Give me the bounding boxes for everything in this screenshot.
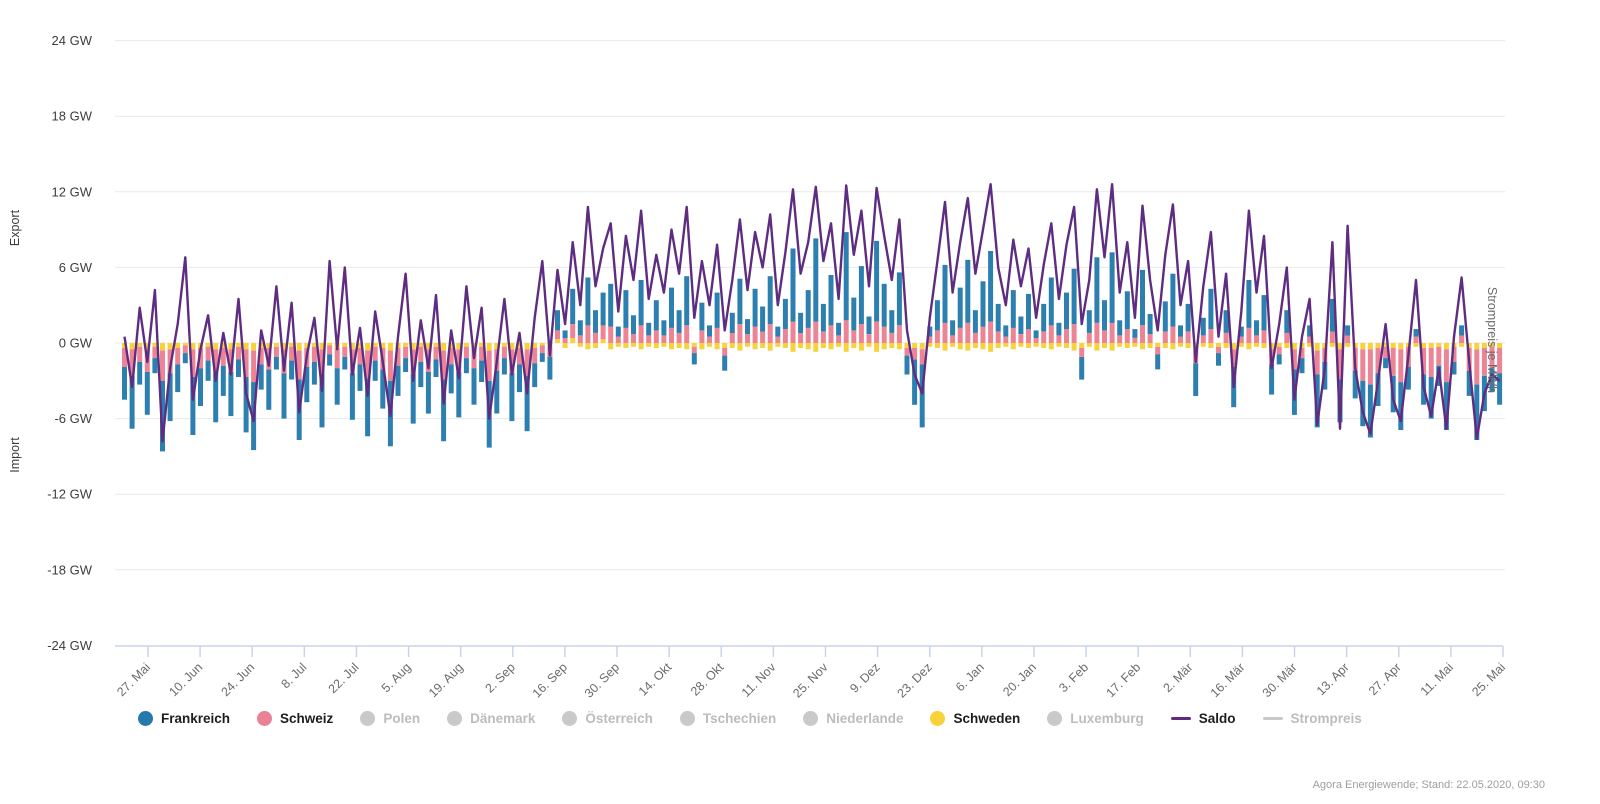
svg-text:22. Jul: 22. Jul xyxy=(326,660,362,696)
legend-label: Dänemark xyxy=(470,711,536,726)
svg-text:28. Okt: 28. Okt xyxy=(688,660,727,699)
legend-item-schweiz[interactable]: Schweiz xyxy=(257,711,333,726)
legend-dot-icon xyxy=(803,711,819,726)
svg-text:14. Okt: 14. Okt xyxy=(636,660,675,699)
legend-label: Niederlande xyxy=(826,711,904,726)
legend-item-strompreis[interactable]: Strompreis xyxy=(1262,711,1362,726)
legend-item-danemark[interactable]: Dänemark xyxy=(447,711,535,726)
svg-text:17. Feb: 17. Feb xyxy=(1103,660,1143,700)
legend-item-luxemburg[interactable]: Luxemburg xyxy=(1047,711,1144,726)
legend-item-schweden[interactable]: Schweden xyxy=(930,711,1020,726)
legend-label: Strompreis xyxy=(1290,711,1362,726)
legend-item-polen[interactable]: Polen xyxy=(360,711,420,726)
svg-text:-12 GW: -12 GW xyxy=(47,487,93,502)
bars-schweden xyxy=(122,338,1503,352)
svg-text:5. Aug: 5. Aug xyxy=(379,660,414,695)
legend-item-saldo[interactable]: Saldo xyxy=(1170,711,1236,726)
svg-text:3. Feb: 3. Feb xyxy=(1056,660,1091,695)
legend-item-tschechien[interactable]: Tschechien xyxy=(679,711,777,726)
svg-text:6 GW: 6 GW xyxy=(59,260,93,275)
svg-text:27. Apr: 27. Apr xyxy=(1366,660,1404,698)
legend-item-frankreich[interactable]: Frankreich xyxy=(138,711,230,726)
svg-text:-6 GW: -6 GW xyxy=(54,411,92,426)
svg-text:0 GW: 0 GW xyxy=(59,336,93,351)
legend-label: Polen xyxy=(383,711,421,726)
svg-text:25. Nov: 25. Nov xyxy=(790,660,831,701)
legend-label: Saldo xyxy=(1198,711,1236,726)
svg-text:12 GW: 12 GW xyxy=(52,184,93,199)
legend-label: Frankreich xyxy=(161,711,231,726)
legend-label: Schweden xyxy=(953,711,1021,726)
svg-text:9. Dez: 9. Dez xyxy=(847,660,882,695)
svg-text:24. Jun: 24. Jun xyxy=(218,660,257,699)
legend-line-icon xyxy=(1262,716,1283,721)
legend-dot-icon xyxy=(447,711,463,726)
svg-text:16. Mär: 16. Mär xyxy=(1208,660,1248,700)
svg-text:23. Dez: 23. Dez xyxy=(894,660,934,700)
legend-label: Luxemburg xyxy=(1070,711,1144,726)
svg-text:13. Apr: 13. Apr xyxy=(1314,660,1352,698)
legend-line-icon xyxy=(1170,716,1191,721)
legend-dot-icon xyxy=(1047,711,1063,726)
svg-text:2. Sep: 2. Sep xyxy=(482,660,517,695)
legend-dot-icon xyxy=(138,711,153,726)
bars-frankreich xyxy=(122,232,1503,452)
saldo-line xyxy=(123,182,1501,443)
legend-label: Österreich xyxy=(585,711,653,726)
legend-label: Tschechien xyxy=(702,711,777,726)
svg-text:6. Jan: 6. Jan xyxy=(953,660,987,694)
svg-text:18 GW: 18 GW xyxy=(52,109,93,124)
svg-text:19. Aug: 19. Aug xyxy=(426,660,466,700)
axis-label-strompreis: Strompreis je MWh xyxy=(1485,286,1499,394)
svg-text:10. Jun: 10. Jun xyxy=(166,660,205,699)
legend-dot-icon xyxy=(257,711,273,726)
svg-text:25. Mai: 25. Mai xyxy=(1469,660,1508,699)
svg-text:11. Mai: 11. Mai xyxy=(1418,660,1456,698)
svg-text:30. Mär: 30. Mär xyxy=(1260,660,1300,700)
svg-text:30. Sep: 30. Sep xyxy=(582,660,622,700)
y-axis-labels: 24 GW 18 GW 12 GW 6 GW 0 GW -6 GW -12 GW -18 GW… xyxy=(47,33,93,653)
svg-text:24 GW: 24 GW xyxy=(52,33,93,48)
legend-item-osterreich[interactable]: Österreich xyxy=(562,711,653,726)
legend-dot-icon xyxy=(930,711,946,726)
legend-dot-icon xyxy=(360,711,376,726)
legend-item-niederlande[interactable]: Niederlande xyxy=(803,711,903,726)
axis-label-import: Import xyxy=(8,437,22,473)
legend-label: Schweiz xyxy=(280,711,334,726)
svg-text:-24 GW: -24 GW xyxy=(47,638,93,653)
source-note: Agora Energiewende; Stand: 22.05.2020, 0… xyxy=(1312,779,1545,791)
x-axis: 27. Mai 10. Jun 24. Jun 8. Jul 22. Jul 5. Aug… xyxy=(114,645,1508,701)
legend: Frankreich Schweiz Polen Dänemark Österreich… xyxy=(138,711,1362,726)
svg-text:20. Jan: 20. Jan xyxy=(1000,660,1039,699)
svg-text:2. Mär: 2. Mär xyxy=(1160,660,1195,695)
svg-text:11. Nov: 11. Nov xyxy=(739,660,779,700)
svg-text:8. Jul: 8. Jul xyxy=(278,660,309,691)
svg-text:16. Sep: 16. Sep xyxy=(530,660,570,700)
svg-text:-18 GW: -18 GW xyxy=(47,562,93,577)
axis-label-export: Export xyxy=(8,209,22,247)
legend-dot-icon xyxy=(679,711,695,726)
svg-text:27. Mai: 27. Mai xyxy=(114,660,153,699)
legend-dot-icon xyxy=(562,711,578,726)
